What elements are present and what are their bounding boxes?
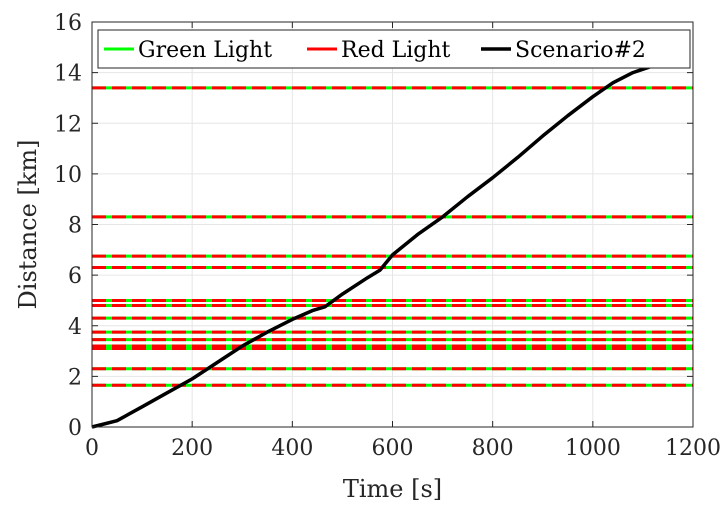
axis-ticks [91,21,694,428]
y-tick-label-7: 14 [54,62,82,87]
y-axis-label: Distance [km] [14,140,42,310]
y-tick-label-5: 10 [54,163,82,188]
x-tick-label-5: 1000 [565,436,621,461]
legend: Green Light Red Light Scenario#2 [97,29,691,69]
legend-box [97,29,691,69]
traffic-light-lines [92,86,693,387]
x-tick-label-3: 600 [372,436,414,461]
x-tick-label-4: 800 [472,436,514,461]
y-tick-label-1: 2 [68,365,82,390]
x-tick-label-0: 0 [85,436,99,461]
x-tick-label-6: 1200 [665,436,721,461]
legend-label-green-light: Green Light [138,38,272,63]
series-line-scenario-2 [91,62,659,429]
x-tick-label-1: 200 [171,436,213,461]
y-tick-label-2: 4 [68,315,82,340]
y-tick-label-0: 0 [68,416,82,441]
y-tick-label-8: 16 [54,11,82,36]
y-tick-label-6: 12 [54,112,82,137]
y-tick-label-4: 8 [68,214,82,239]
x-tick-label-2: 400 [271,436,313,461]
grid-lines [91,21,694,428]
x-axis-label: Time [s] [343,475,442,503]
y-tick-label-3: 6 [68,264,82,289]
series-layer [91,62,659,429]
legend-label-scenario-2: Scenario#2 [515,38,646,63]
legend-label-red-light: Red Light [341,38,451,63]
tick-labels: 0 200 400 600 800 1000 1200 0 2 4 6 8 10 12 14 16 [54,11,721,461]
